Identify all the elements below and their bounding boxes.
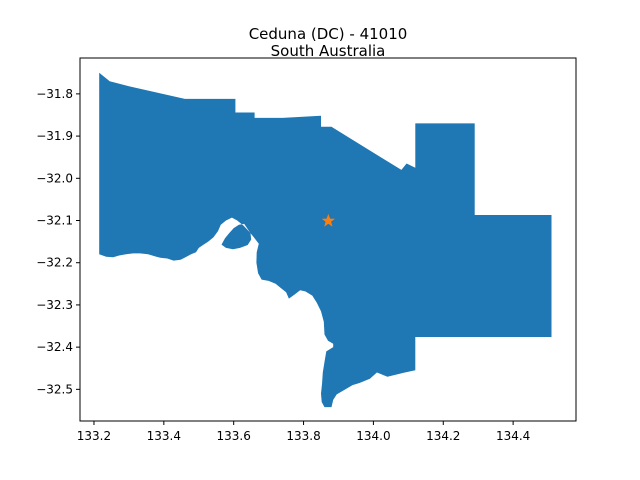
y-tick-label: −32.2 bbox=[36, 256, 73, 270]
x-tick-label: 133.8 bbox=[286, 429, 320, 443]
x-tick-label: 133.2 bbox=[77, 429, 111, 443]
x-tick-label: 134.0 bbox=[356, 429, 390, 443]
x-axis: 133.2 133.4 133.6 133.8 134.0 134.2 134.4 bbox=[77, 421, 530, 443]
y-tick-label: −32.5 bbox=[36, 382, 73, 396]
axes-frame bbox=[79, 57, 577, 422]
district-region bbox=[99, 72, 552, 408]
y-tick-label: −32.4 bbox=[36, 340, 73, 354]
location-star-marker bbox=[321, 213, 335, 227]
y-tick-label: −32.3 bbox=[36, 298, 73, 312]
y-tick-label: −31.9 bbox=[36, 129, 73, 143]
x-tick-label: 133.4 bbox=[147, 429, 181, 443]
x-tick-label: 133.6 bbox=[217, 429, 251, 443]
x-tick-label: 134.2 bbox=[426, 429, 460, 443]
y-tick-label: −31.8 bbox=[36, 87, 73, 101]
y-tick-label: −32.1 bbox=[36, 214, 73, 228]
y-tick-label: −32.0 bbox=[36, 171, 73, 185]
x-tick-label: 134.4 bbox=[496, 429, 530, 443]
y-axis: −31.8 −31.9 −32.0 −32.1 −32.2 −32.3 −32.4 −32.5 bbox=[36, 87, 80, 396]
map-title: Ceduna (DC) - 41010 bbox=[249, 25, 408, 43]
plot-area bbox=[99, 72, 552, 408]
map-subtitle: South Australia bbox=[271, 42, 386, 60]
